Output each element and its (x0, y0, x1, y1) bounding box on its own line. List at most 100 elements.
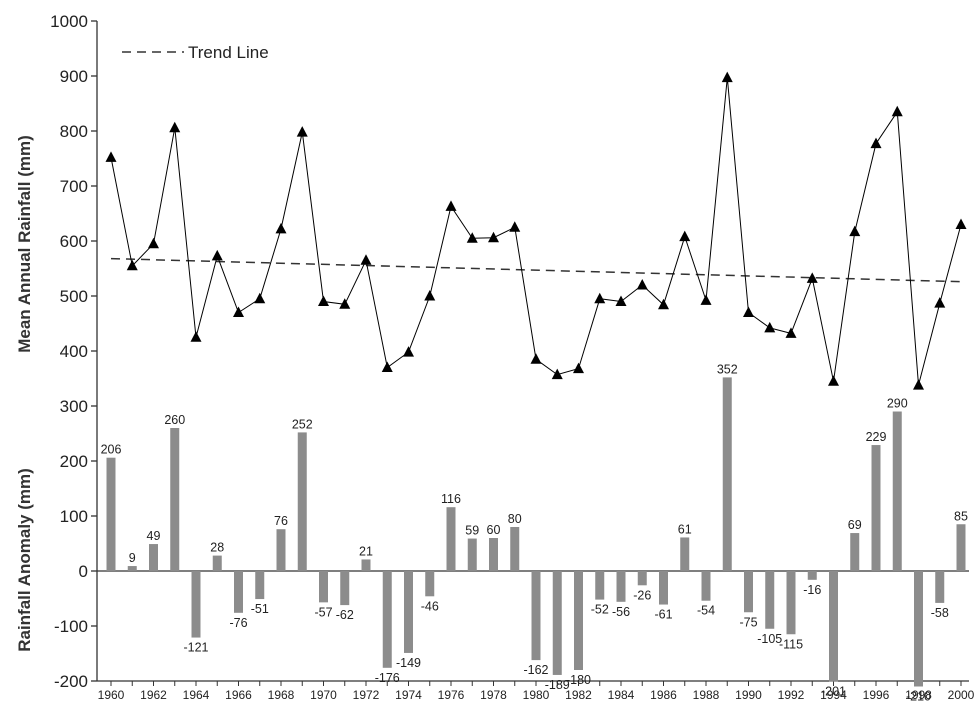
rainfall-point (700, 294, 712, 305)
rainfall-point (764, 321, 776, 333)
x-tick-label: 1998 (905, 688, 932, 702)
x-tick-label: 1968 (268, 688, 295, 702)
anomaly-bar (489, 538, 498, 571)
x-tick-label: 1996 (863, 688, 890, 702)
anomaly-bar (829, 571, 838, 682)
y-tick-label: 0 (79, 562, 88, 581)
y-tick-label: -200 (54, 672, 88, 691)
rainfall-point (891, 105, 903, 117)
anomaly-bar (722, 377, 732, 571)
rainfall-point (403, 346, 414, 357)
anomaly-bar (680, 537, 690, 571)
anomaly-bar (956, 524, 966, 571)
y-tick-label: -100 (54, 617, 88, 636)
anomaly-value-label: -180 (566, 673, 591, 687)
anomaly-value-label: -75 (739, 615, 757, 629)
anomaly-bar (361, 559, 371, 571)
anomaly-value-label: -76 (229, 616, 247, 630)
rainfall-point (594, 292, 606, 304)
anomaly-value-label: -56 (612, 605, 630, 619)
y-tick-label: 900 (60, 67, 88, 86)
y-tick-label: 800 (60, 122, 88, 141)
rainfall-point (233, 306, 244, 317)
anomaly-value-label: 60 (487, 523, 501, 537)
anomaly-value-label: 61 (678, 522, 692, 536)
anomaly-bar (552, 571, 562, 675)
rainfall-point (955, 218, 967, 229)
anomaly-bar (892, 411, 902, 571)
anomaly-value-label: -201 (821, 685, 846, 699)
anomaly-value-label: -121 (183, 641, 208, 655)
anomaly-value-label: 290 (887, 397, 908, 411)
anomaly-bar (637, 571, 647, 586)
x-tick-label: 1992 (778, 688, 805, 702)
anomaly-value-label: -51 (251, 602, 269, 616)
anomaly-bar (595, 571, 605, 600)
anomaly-bar (127, 566, 137, 571)
x-tick-label: 1980 (523, 688, 550, 702)
rainfall-point (275, 222, 287, 234)
rainfall-point (445, 200, 457, 211)
anomaly-bar (807, 571, 817, 580)
y-tick-label: 1000 (50, 12, 88, 31)
legend-trend-label: Trend Line (188, 43, 269, 62)
rainfall-point (360, 254, 372, 265)
anomaly-value-label: -58 (931, 606, 949, 620)
rainfall-point (743, 306, 754, 317)
y-tick-label: 500 (60, 287, 88, 306)
anomaly-value-label: 76 (274, 514, 288, 528)
anomaly-bar (850, 533, 860, 571)
anomaly-bar (212, 555, 222, 571)
rainfall-point (934, 297, 946, 308)
anomaly-value-label: -189 (545, 678, 570, 692)
anomaly-bar (170, 428, 180, 571)
rainfall-point (785, 327, 797, 338)
anomaly-bar (234, 571, 243, 613)
rainfall-point (721, 71, 733, 83)
rainfall-point (211, 249, 223, 261)
rainfall-point (636, 279, 648, 290)
anomaly-value-label: -54 (697, 604, 715, 618)
y-tick-label: 400 (60, 342, 88, 361)
rainfall-point (849, 225, 861, 237)
x-tick-label: 1972 (353, 688, 380, 702)
x-tick-label: 1962 (140, 688, 167, 702)
anomaly-value-label: 252 (292, 417, 313, 431)
anomaly-bar (935, 571, 945, 603)
x-tick-label: 1974 (395, 688, 422, 702)
anomaly-bar (786, 571, 796, 635)
trend-line (110, 257, 962, 283)
anomaly-value-label: -210 (906, 690, 931, 704)
anomaly-bar (106, 457, 116, 571)
rainfall-point (169, 121, 181, 133)
rainfall-point (679, 230, 691, 242)
anomaly-value-label: 352 (717, 362, 738, 376)
anomaly-bar (467, 538, 477, 571)
rainfall-point (381, 361, 393, 372)
x-tick-label: 1970 (310, 688, 337, 702)
y-tick-label: 700 (60, 177, 88, 196)
anomaly-value-label: 206 (101, 443, 122, 457)
x-tick-label: 1988 (693, 688, 720, 702)
anomaly-value-label: 59 (465, 524, 479, 538)
anomaly-bar (744, 571, 753, 613)
anomaly-value-label: 260 (164, 413, 185, 427)
x-tick-label: 1966 (225, 688, 252, 702)
rainfall-series (105, 71, 967, 390)
anomaly-value-label: -16 (803, 583, 821, 597)
anomaly-value-label: -105 (757, 632, 782, 646)
y-tick-label: 100 (60, 507, 88, 526)
anomaly-value-label: -26 (633, 588, 651, 602)
anomaly-bar (914, 571, 923, 687)
anomaly-bar (701, 571, 711, 601)
anomaly-value-label: -57 (314, 605, 332, 619)
anomaly-value-label: -46 (421, 599, 439, 613)
anomaly-bar (871, 445, 881, 571)
anomaly-bar (659, 571, 668, 605)
rainfall-point (828, 375, 839, 386)
x-tick-label: 2000 (948, 688, 975, 702)
anomaly-bar (382, 571, 392, 668)
anomaly-bar (425, 571, 435, 597)
x-tick-label: 1982 (565, 688, 592, 702)
